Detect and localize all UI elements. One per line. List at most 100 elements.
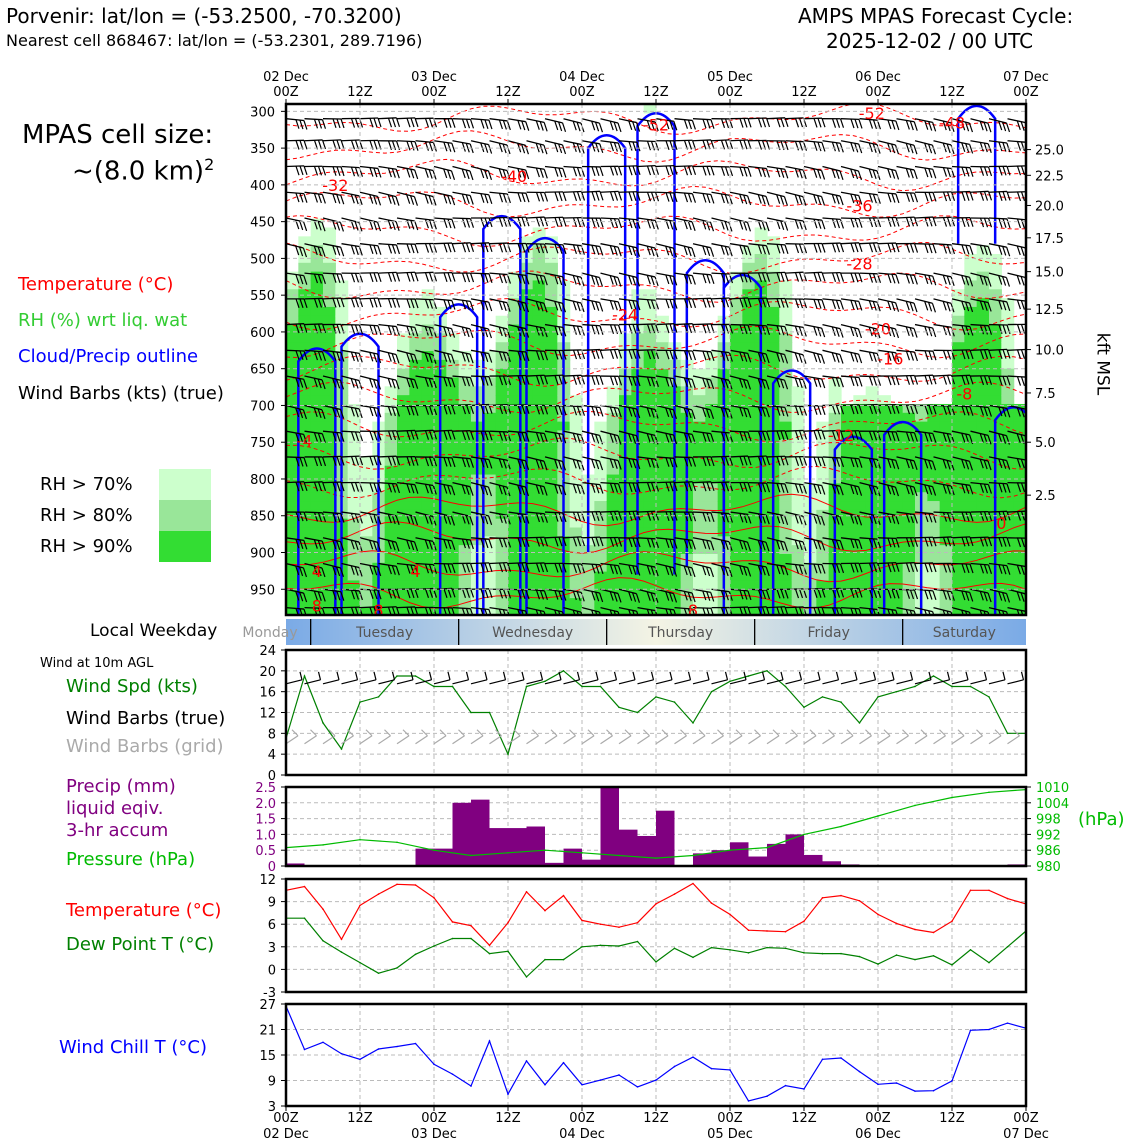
wind-barb-feather	[850, 168, 855, 179]
wind-barb-feather	[302, 247, 308, 258]
wind-barb-feather	[724, 246, 729, 256]
wind-barb	[1007, 510, 1026, 513]
wind-barb-feather	[761, 541, 766, 551]
wind-barb-feather	[609, 433, 614, 443]
wind-barb-feather	[395, 379, 400, 390]
wind-barb-feather	[965, 433, 970, 444]
wind-barb	[286, 456, 305, 459]
rh-cell	[989, 342, 1002, 352]
rh-cell	[816, 580, 830, 590]
rh-cell	[409, 553, 423, 564]
wind-barb-feather	[535, 484, 540, 495]
wind-barb-feather	[469, 486, 474, 496]
wind-barb-feather	[395, 244, 401, 255]
wind-barb-feather	[998, 141, 1003, 152]
wind-barb	[748, 537, 767, 543]
wind-barb-feather	[646, 349, 652, 360]
wind-barb	[304, 481, 323, 484]
wind-barb-feather	[776, 456, 781, 466]
wind-barb-feather	[617, 435, 622, 445]
wind-barb-feather	[487, 328, 493, 339]
wind-barb-feather	[539, 375, 545, 385]
wind-barb	[877, 298, 896, 304]
wind-barb-feather	[765, 245, 770, 255]
rh-cell	[298, 598, 312, 608]
wind-barb-feather	[965, 511, 970, 522]
rh-cell	[409, 589, 423, 599]
wind-barb-feather	[591, 537, 596, 547]
wind-barb-feather	[298, 408, 304, 419]
rh-cell	[952, 368, 965, 379]
rh-cell	[569, 412, 583, 423]
cloud-outline	[340, 332, 380, 615]
wind-barb-feather	[817, 456, 822, 467]
wind-barb	[914, 456, 933, 462]
wind-barb-feather	[1036, 246, 1039, 255]
rh-cell	[532, 227, 546, 237]
rh-cell	[409, 315, 423, 326]
wind-barb	[452, 482, 471, 488]
rh-cell	[298, 315, 312, 326]
wind-barb-feather	[554, 432, 559, 443]
wind-barb	[544, 536, 564, 539]
wind-barb-feather	[558, 167, 563, 178]
wind-barb-feather	[332, 565, 337, 576]
wind-barb-feather	[628, 376, 633, 386]
wind-barb-feather	[942, 244, 948, 254]
wind-barb-feather	[998, 433, 1003, 443]
rh-cell	[643, 412, 657, 423]
wind-barb-feather	[942, 301, 947, 311]
rh-cell	[347, 465, 361, 476]
wind-barb	[803, 140, 822, 144]
wind-barb-feather	[317, 512, 323, 522]
rh-cell	[742, 368, 756, 379]
wind-barb-feather	[780, 117, 785, 128]
rh-cell	[594, 571, 608, 582]
wind-barb-feather	[817, 540, 822, 550]
rh-cell	[853, 448, 867, 458]
wind-barb	[822, 456, 841, 459]
wind-barb-feather	[802, 430, 808, 440]
wind-barb-feather	[905, 431, 911, 442]
rh-cell	[495, 474, 509, 484]
wind-barb	[286, 430, 304, 436]
wind-barb	[951, 243, 970, 247]
rh-cell	[286, 271, 299, 282]
rh-cell	[927, 501, 941, 511]
wind-barb-feather	[794, 430, 800, 440]
wind-barb-feather	[961, 511, 966, 522]
wind-barb-feather	[887, 537, 892, 548]
wind-barb-feather	[628, 349, 633, 360]
wind-barb-feather	[858, 539, 863, 550]
wind-barb-feather	[854, 242, 859, 253]
wind-barb-feather	[525, 169, 530, 180]
wind-barb-feather	[517, 513, 522, 523]
rh-cell	[446, 465, 460, 476]
rh-cell	[853, 421, 867, 432]
wind-barb-feather	[1040, 121, 1043, 130]
rh-cell	[360, 518, 373, 529]
wind-barb-feather	[946, 167, 951, 178]
rh-cell	[976, 448, 990, 458]
wind-barb	[378, 217, 397, 223]
wind-barb-feather	[961, 142, 966, 152]
wind-barb-feather	[776, 167, 781, 178]
wind-barb-feather	[765, 168, 770, 178]
wind-barb	[674, 481, 693, 484]
rh-cell	[952, 315, 965, 326]
wind-barb	[729, 349, 748, 355]
wind-barb-feather	[321, 592, 326, 602]
wind-barb	[785, 165, 804, 171]
wind-barb-feather	[776, 540, 781, 550]
wind-barb-feather	[654, 276, 659, 287]
wind-barb-feather	[480, 484, 485, 495]
wind-barb-feather	[895, 375, 900, 386]
wind-barb-feather	[543, 327, 548, 338]
wind-barb	[748, 562, 767, 568]
wind-barb-feather	[299, 592, 304, 602]
rh-cell	[495, 545, 509, 555]
rh-cell	[791, 439, 805, 449]
wind-barb-feather	[461, 243, 467, 253]
wind-panel-title: Wind at 10m AGL	[40, 656, 154, 671]
rh-cell	[458, 395, 472, 405]
